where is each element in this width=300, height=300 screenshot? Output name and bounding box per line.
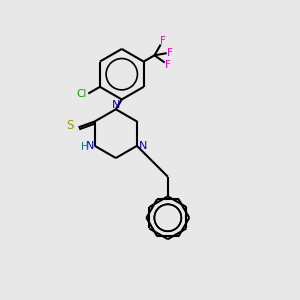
Text: N: N bbox=[86, 141, 94, 151]
Text: Cl: Cl bbox=[76, 88, 87, 98]
Text: F: F bbox=[167, 47, 173, 58]
Text: H: H bbox=[81, 142, 89, 152]
Text: N: N bbox=[112, 100, 120, 110]
Text: F: F bbox=[165, 59, 170, 70]
Text: F: F bbox=[160, 36, 165, 46]
Text: S: S bbox=[67, 119, 74, 132]
Text: N: N bbox=[139, 141, 148, 151]
